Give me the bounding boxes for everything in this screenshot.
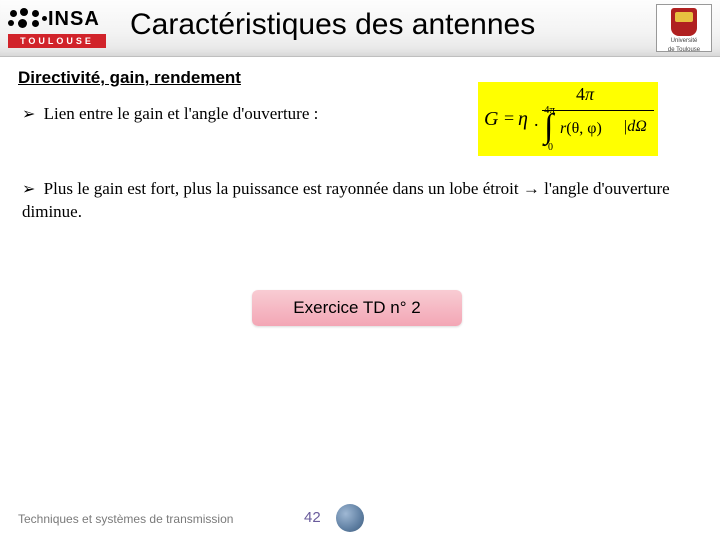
formula-args: (θ, φ) [566, 120, 602, 137]
slide: INSA TOULOUSE Caractéristiques des anten… [0, 0, 720, 540]
bullet-arrow-icon: ➢ [22, 179, 35, 201]
formula-integrand: r(θ, φ) [560, 120, 602, 138]
bullet-2-text: Plus le gain est fort, plus la puissance… [22, 179, 670, 221]
gain-formula: G = η . 4π 4π ∫ 0 r(θ, φ) |dΩ [478, 82, 658, 156]
formula-G: G [484, 108, 498, 131]
insa-brand-text: INSA [48, 8, 100, 31]
integral-icon: ∫ [544, 112, 553, 142]
universite-text-1: Université [657, 38, 711, 45]
fraction-line-icon [542, 110, 654, 111]
insa-dots-icon [8, 8, 52, 32]
insa-subbrand-text: TOULOUSE [8, 34, 106, 48]
header-bar: INSA TOULOUSE Caractéristiques des anten… [0, 0, 720, 57]
page-number: 42 [304, 509, 321, 526]
shield-icon [671, 8, 697, 36]
universite-text-2: de Toulouse [657, 47, 711, 54]
bullet-arrow-icon: ➢ [22, 104, 35, 124]
formula-dOmega: |dΩ [624, 118, 647, 136]
formula-pi: π [585, 84, 594, 104]
insa-logo: INSA TOULOUSE [8, 6, 108, 50]
formula-eq: = [504, 108, 514, 129]
slide-title: Caractéristiques des antennes [130, 8, 640, 42]
exercise-box: Exercice TD n° 2 [252, 290, 462, 326]
integral-lower-limit: 0 [548, 142, 553, 153]
globe-icon [336, 504, 364, 532]
bullet-2: ➢ Plus le gain est fort, plus la puissan… [22, 178, 692, 224]
formula-eta: η [518, 108, 528, 131]
formula-dOmega-text: dΩ [627, 118, 647, 135]
bullet-1-text: Lien entre le gain et l'angle d'ouvertur… [44, 104, 319, 123]
universite-logo: Université de Toulouse [656, 4, 712, 52]
exercise-label: Exercice TD n° 2 [293, 298, 420, 317]
formula-dot: . [534, 110, 539, 131]
formula-4: 4 [576, 84, 585, 104]
formula-numerator: 4π [576, 84, 594, 105]
section-heading: Directivité, gain, rendement [18, 68, 241, 88]
footer-text: Techniques et systèmes de transmission [18, 512, 233, 526]
bullet-1: ➢ Lien entre le gain et l'angle d'ouvert… [22, 104, 318, 124]
